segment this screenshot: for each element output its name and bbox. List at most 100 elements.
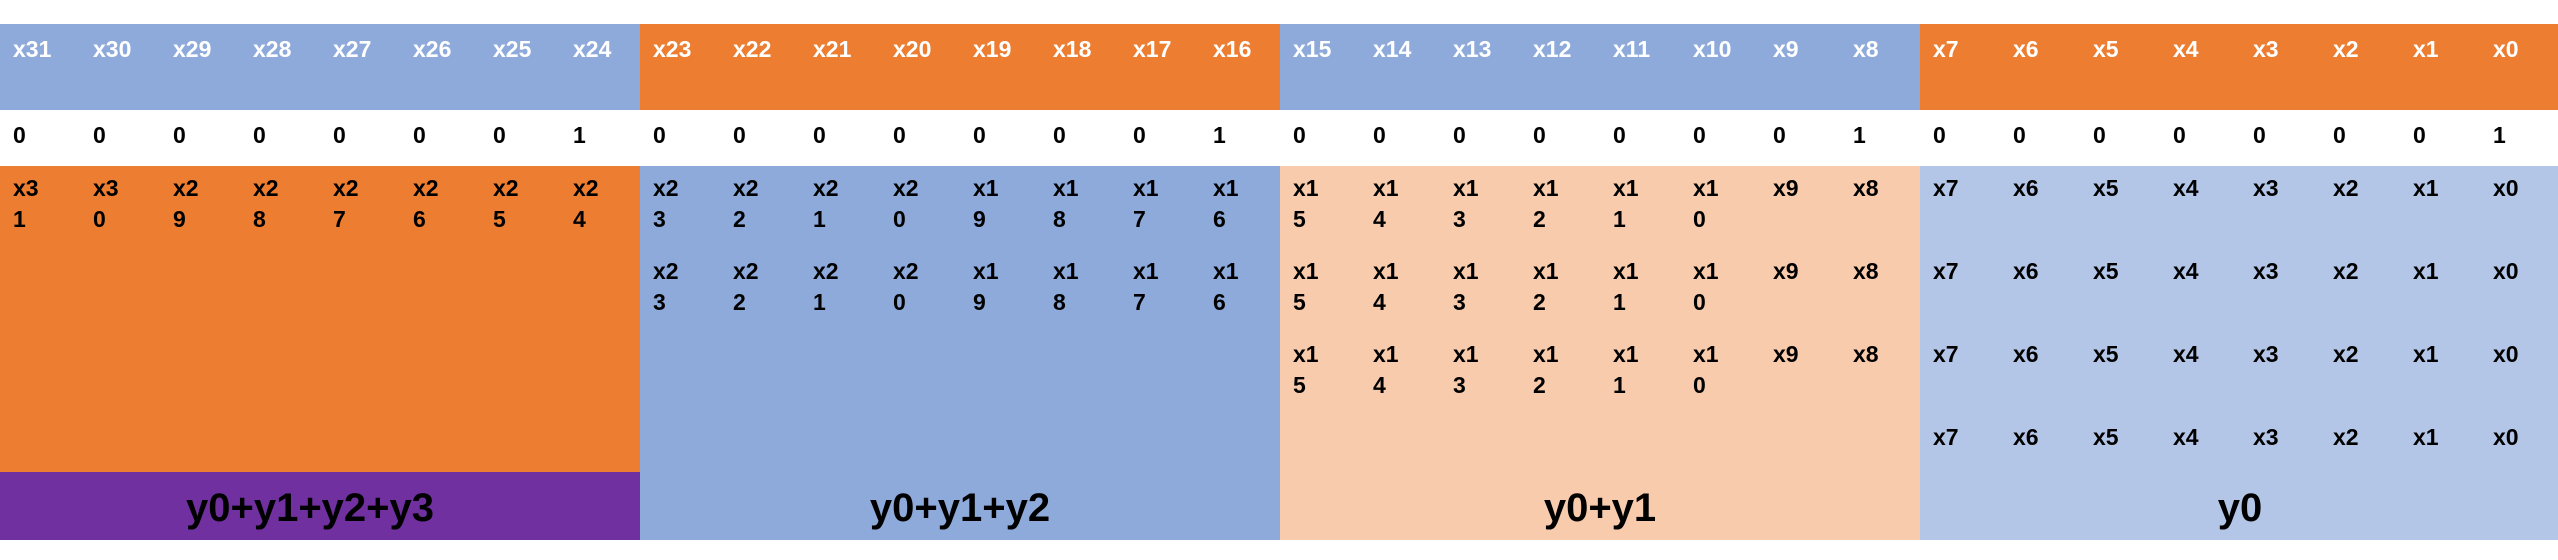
header-bit-x27: x27 <box>333 36 371 62</box>
partial-product-r1-c13: x1 8 <box>1053 258 1079 315</box>
partial-product-r1-c21: x1 0 <box>1693 258 1719 315</box>
partial-product-r3-c24: x7 <box>1933 424 1959 450</box>
partial-product-r0-c27: x4 <box>2173 175 2199 201</box>
multiplier-bit-15: 1 <box>1213 122 1226 148</box>
sum-cell-0 <box>0 472 640 540</box>
partial-product-r0-c13: x1 8 <box>1053 175 1079 232</box>
partial-product-r2-c31: x0 <box>2493 341 2519 367</box>
partial-product-r0-c28: x3 <box>2253 175 2279 201</box>
header-bit-x0: x0 <box>2493 36 2519 62</box>
header-bit-x26: x26 <box>413 36 451 62</box>
byte-lane-2 <box>1280 166 1920 472</box>
partial-product-r2-c25: x6 <box>2013 341 2039 367</box>
header-bit-x5: x5 <box>2093 36 2119 62</box>
partial-product-r1-c10: x2 1 <box>813 258 839 315</box>
header-bit-x18: x18 <box>1053 36 1092 62</box>
partial-product-r3-c25: x6 <box>2013 424 2039 450</box>
partial-product-r1-c27: x4 <box>2173 258 2199 284</box>
multiplier-bit-14: 0 <box>1133 122 1146 148</box>
partial-product-r2-c17: x1 4 <box>1373 341 1399 398</box>
partial-product-r0-c17: x1 4 <box>1373 175 1399 232</box>
multiplier-bit-11: 0 <box>893 122 906 148</box>
header-bit-x15: x15 <box>1293 36 1332 62</box>
multiplier-bit-27: 0 <box>2173 122 2186 148</box>
partial-product-r0-c23: x8 <box>1853 175 1879 201</box>
partial-product-r0-c19: x1 2 <box>1533 175 1559 232</box>
partial-product-r2-c22: x9 <box>1773 341 1799 367</box>
multiplier-bit-31: 1 <box>2493 122 2506 148</box>
multiplier-bit-23: 1 <box>1853 122 1866 148</box>
multiplier-bit-30: 0 <box>2413 122 2426 148</box>
multiplier-bit-19: 0 <box>1533 122 1546 148</box>
partial-product-r2-c28: x3 <box>2253 341 2279 367</box>
header-bit-x17: x17 <box>1133 36 1171 62</box>
multiplier-bit-28: 0 <box>2253 122 2266 148</box>
sum-label-0: y0+y1+y2+y3 <box>186 486 434 530</box>
partial-product-r0-c5: x2 6 <box>413 175 439 232</box>
multiplier-bit-17: 0 <box>1373 122 1386 148</box>
partial-product-r2-c29: x2 <box>2333 341 2359 367</box>
header-bit-x19: x19 <box>973 36 1011 62</box>
header-bit-x22: x22 <box>733 36 771 62</box>
multiplier-bit-12: 0 <box>973 122 986 148</box>
partial-product-r0-c11: x2 0 <box>893 175 919 232</box>
header-bit-x16: x16 <box>1213 36 1251 62</box>
partial-product-r2-c27: x4 <box>2173 341 2199 367</box>
partial-product-r1-c11: x2 0 <box>893 258 919 315</box>
partial-product-r0-c20: x1 1 <box>1613 175 1639 232</box>
header-bit-x4: x4 <box>2173 36 2199 62</box>
partial-product-r0-c30: x1 <box>2413 175 2439 201</box>
multiplier-row <box>0 110 2558 166</box>
multiplier-bit-9: 0 <box>733 122 746 148</box>
sum-label-1: y0+y1+y2 <box>870 486 1050 530</box>
sum-cell-1 <box>640 472 1280 540</box>
multiplier-bit-6: 0 <box>493 122 506 148</box>
header-bit-x24: x24 <box>573 36 612 62</box>
partial-product-r1-c16: x1 5 <box>1293 258 1319 315</box>
multiplier-bit-4: 0 <box>333 122 346 148</box>
partial-product-r1-c26: x5 <box>2093 258 2119 284</box>
partial-product-r1-c8: x2 3 <box>653 258 679 315</box>
header-group-0 <box>0 24 640 110</box>
header-bit-x12: x12 <box>1533 36 1571 62</box>
partial-product-r2-c21: x1 0 <box>1693 341 1719 398</box>
multiplier-bit-1: 0 <box>93 122 106 148</box>
partial-product-r0-c1: x3 0 <box>93 175 119 232</box>
partial-product-r3-c28: x3 <box>2253 424 2279 450</box>
byte-lane-3 <box>1920 166 2558 472</box>
partial-product-r0-c26: x5 <box>2093 175 2119 201</box>
partial-product-r2-c26: x5 <box>2093 341 2119 367</box>
partial-product-r3-c30: x1 <box>2413 424 2439 450</box>
sum-label-3: y0 <box>2218 486 2263 530</box>
header-bit-x10: x10 <box>1693 36 1731 62</box>
partial-product-r2-c19: x1 2 <box>1533 341 1559 398</box>
header-bit-x7: x7 <box>1933 36 1959 62</box>
multiplier-bit-20: 0 <box>1613 122 1626 148</box>
partial-product-r2-c18: x1 3 <box>1453 341 1479 398</box>
partial-product-r1-c9: x2 2 <box>733 258 759 315</box>
partial-product-r3-c29: x2 <box>2333 424 2359 450</box>
partial-product-r0-c9: x2 2 <box>733 175 759 232</box>
partial-product-r2-c23: x8 <box>1853 341 1879 367</box>
header-bit-x13: x13 <box>1453 36 1491 62</box>
partial-product-r1-c31: x0 <box>2493 258 2519 284</box>
header-bit-x31: x31 <box>13 36 52 62</box>
partial-product-r1-c29: x2 <box>2333 258 2359 284</box>
sum-label-2: y0+y1 <box>1544 486 1656 530</box>
partial-product-r3-c26: x5 <box>2093 424 2119 450</box>
partial-product-r0-c12: x1 9 <box>973 175 999 232</box>
partial-product-r1-c23: x8 <box>1853 258 1879 284</box>
partial-product-r1-c20: x1 1 <box>1613 258 1639 315</box>
header-bit-x9: x9 <box>1773 36 1799 62</box>
header-bit-x25: x25 <box>493 36 532 62</box>
multiplier-bit-10: 0 <box>813 122 826 148</box>
partial-product-r0-c4: x2 7 <box>333 175 359 232</box>
partial-product-r2-c16: x1 5 <box>1293 341 1319 398</box>
multiplier-bit-21: 0 <box>1693 122 1706 148</box>
byte-lane-0 <box>0 166 640 472</box>
header-bit-x29: x29 <box>173 36 211 62</box>
multiplier-bit-18: 0 <box>1453 122 1466 148</box>
partial-product-r2-c20: x1 1 <box>1613 341 1639 398</box>
multiplier-bit-3: 0 <box>253 122 266 148</box>
